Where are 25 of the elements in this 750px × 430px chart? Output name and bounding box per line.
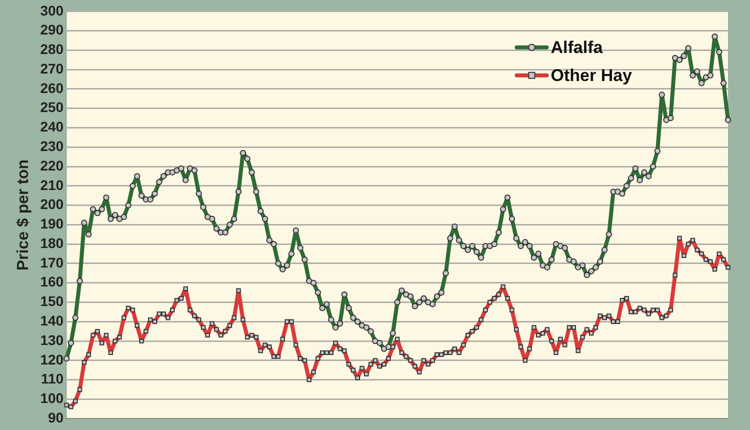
y-tick-label: 240 (40, 118, 64, 135)
y-axis-title: Price $ per ton (15, 159, 32, 271)
y-tick-label: 250 (40, 99, 64, 116)
y-tick-label: 100 (40, 390, 64, 406)
y-tick-label: 190 (40, 216, 64, 232)
y-tick-label: 110 (40, 370, 64, 387)
y-tick-label: 120 (40, 351, 64, 368)
y-tick-label: 90 (48, 409, 64, 426)
y-tick-label: 270 (40, 60, 64, 76)
legend-label: Other Hay (550, 66, 633, 86)
y-tick-label: 130 (40, 332, 64, 348)
y-tick-label: 290 (40, 22, 64, 38)
y-tick-label: 300 (40, 2, 64, 18)
y-tick-label: 180 (40, 234, 64, 251)
y-tick-label: 280 (40, 41, 64, 58)
y-tick-label: 210 (40, 176, 64, 193)
y-tick-label: 230 (40, 138, 64, 154)
y-tick-label: 220 (40, 157, 64, 174)
y-tick-label: 150 (40, 293, 64, 310)
legend-label: Alfalfa (550, 38, 604, 58)
y-tick-label: 170 (40, 254, 64, 270)
y-tick-label: 200 (40, 196, 64, 212)
y-tick-label: 140 (40, 312, 64, 329)
y-tick-label: 160 (40, 274, 64, 290)
y-tick-label: 260 (40, 80, 64, 96)
